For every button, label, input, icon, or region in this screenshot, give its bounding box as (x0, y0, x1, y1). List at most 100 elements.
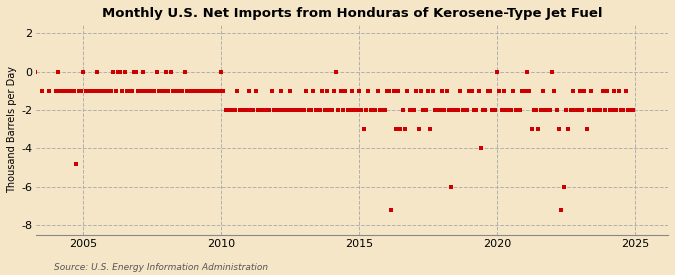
Point (232, 89, 242, 93)
Point (597, 89, 608, 93)
Point (381, 89, 392, 93)
Point (53, 70, 63, 74)
Point (76, 89, 86, 93)
Point (315, 108, 325, 112)
Point (161, 70, 171, 74)
Point (278, 108, 289, 112)
Point (491, 70, 502, 74)
Point (609, 89, 620, 93)
Point (588, 108, 599, 112)
Point (551, 108, 562, 112)
Point (126, 89, 137, 93)
Point (600, 108, 611, 112)
Point (133, 89, 144, 93)
Point (535, 108, 546, 112)
Point (239, 108, 250, 112)
Point (563, 127, 574, 131)
Point (342, 108, 353, 112)
Point (190, 89, 201, 93)
Point (298, 108, 309, 112)
Point (333, 108, 344, 112)
Point (244, 89, 254, 93)
Point (561, 108, 572, 112)
Point (248, 108, 259, 112)
Point (423, 89, 433, 93)
Point (416, 89, 427, 93)
Point (246, 108, 256, 112)
Point (331, 70, 342, 74)
Point (457, 108, 468, 112)
Point (510, 108, 521, 112)
Point (485, 89, 495, 93)
Point (338, 108, 348, 112)
Point (71, 161, 82, 166)
Point (283, 108, 294, 112)
Point (174, 89, 185, 93)
Point (595, 108, 606, 112)
Point (574, 89, 585, 93)
Point (255, 108, 266, 112)
Point (418, 108, 429, 112)
Point (367, 108, 378, 112)
Point (234, 108, 245, 112)
Point (195, 89, 206, 93)
Point (452, 108, 463, 112)
Point (188, 89, 199, 93)
Point (460, 108, 470, 112)
Point (110, 89, 121, 93)
Point (499, 89, 510, 93)
Point (167, 89, 178, 93)
Point (512, 108, 523, 112)
Point (347, 89, 358, 93)
Point (266, 89, 277, 93)
Point (570, 108, 580, 112)
Point (448, 108, 459, 112)
Point (406, 108, 417, 112)
Point (147, 89, 158, 93)
Point (313, 108, 323, 112)
Point (317, 89, 328, 93)
Point (209, 89, 220, 93)
Point (172, 89, 183, 93)
Point (496, 108, 507, 112)
Point (97, 89, 107, 93)
Point (30, 70, 40, 74)
Point (103, 89, 114, 93)
Point (542, 108, 553, 112)
Point (131, 70, 142, 74)
Point (57, 89, 68, 93)
Point (468, 108, 479, 112)
Point (558, 185, 569, 189)
Point (437, 89, 448, 93)
Point (604, 108, 615, 112)
Point (455, 89, 466, 93)
Point (216, 70, 227, 74)
Title: Monthly U.S. Net Imports from Honduras of Kerosene-Type Jet Fuel: Monthly U.S. Net Imports from Honduras o… (102, 7, 603, 20)
Point (186, 89, 197, 93)
Point (211, 89, 222, 93)
Point (579, 89, 590, 93)
Point (360, 108, 371, 112)
Point (352, 108, 362, 112)
Point (159, 89, 169, 93)
Point (303, 108, 314, 112)
Point (296, 108, 307, 112)
Point (602, 89, 613, 93)
Point (169, 89, 180, 93)
Point (252, 108, 263, 112)
Point (549, 89, 560, 93)
Point (533, 127, 544, 131)
Point (257, 108, 268, 112)
Point (179, 70, 190, 74)
Point (308, 89, 319, 93)
Point (112, 70, 123, 74)
Point (531, 108, 541, 112)
Point (82, 89, 93, 93)
Point (221, 108, 232, 112)
Point (529, 108, 539, 112)
Point (372, 89, 383, 93)
Point (64, 89, 75, 93)
Point (80, 89, 91, 93)
Point (611, 108, 622, 112)
Point (501, 108, 512, 112)
